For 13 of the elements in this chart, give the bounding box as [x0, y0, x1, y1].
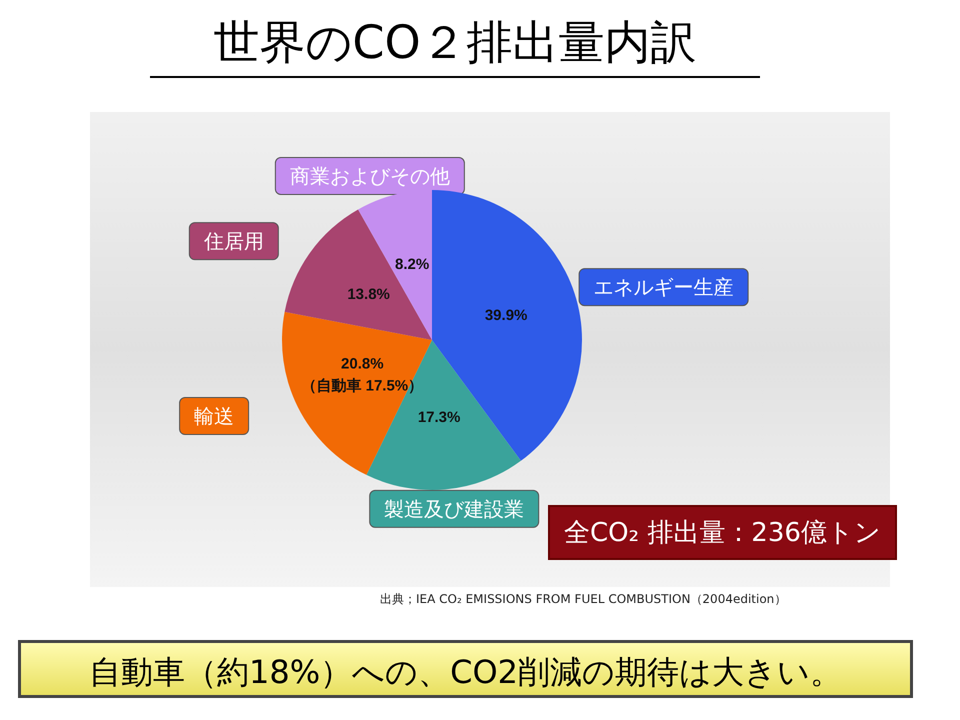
data-label: 17.3% [418, 409, 460, 426]
data-label: 39.9% [484, 307, 528, 324]
data-label: 13.8% [347, 286, 390, 304]
data-label: 8.2% [395, 256, 430, 274]
slice-label: 商業およびその他 [290, 164, 450, 188]
chart-title: 世界のCO２排出量内訳 [150, 8, 760, 78]
slice-label: エネルギー生産 [594, 275, 734, 300]
slice-label: 輸送 [194, 404, 234, 428]
text: 自動車（約18%）への、CO2削減の期待は大きい。 [18, 640, 913, 698]
source-note: 出典；IEA CO₂ EMISSIONS FROM FUEL COMBUSTION（2004edition） [380, 591, 786, 608]
slice-label: 製造及び建設業 [384, 496, 524, 521]
slice-label: 住居用 [202, 229, 264, 254]
text: 全CO₂ 排出量：236億トン [548, 505, 897, 560]
